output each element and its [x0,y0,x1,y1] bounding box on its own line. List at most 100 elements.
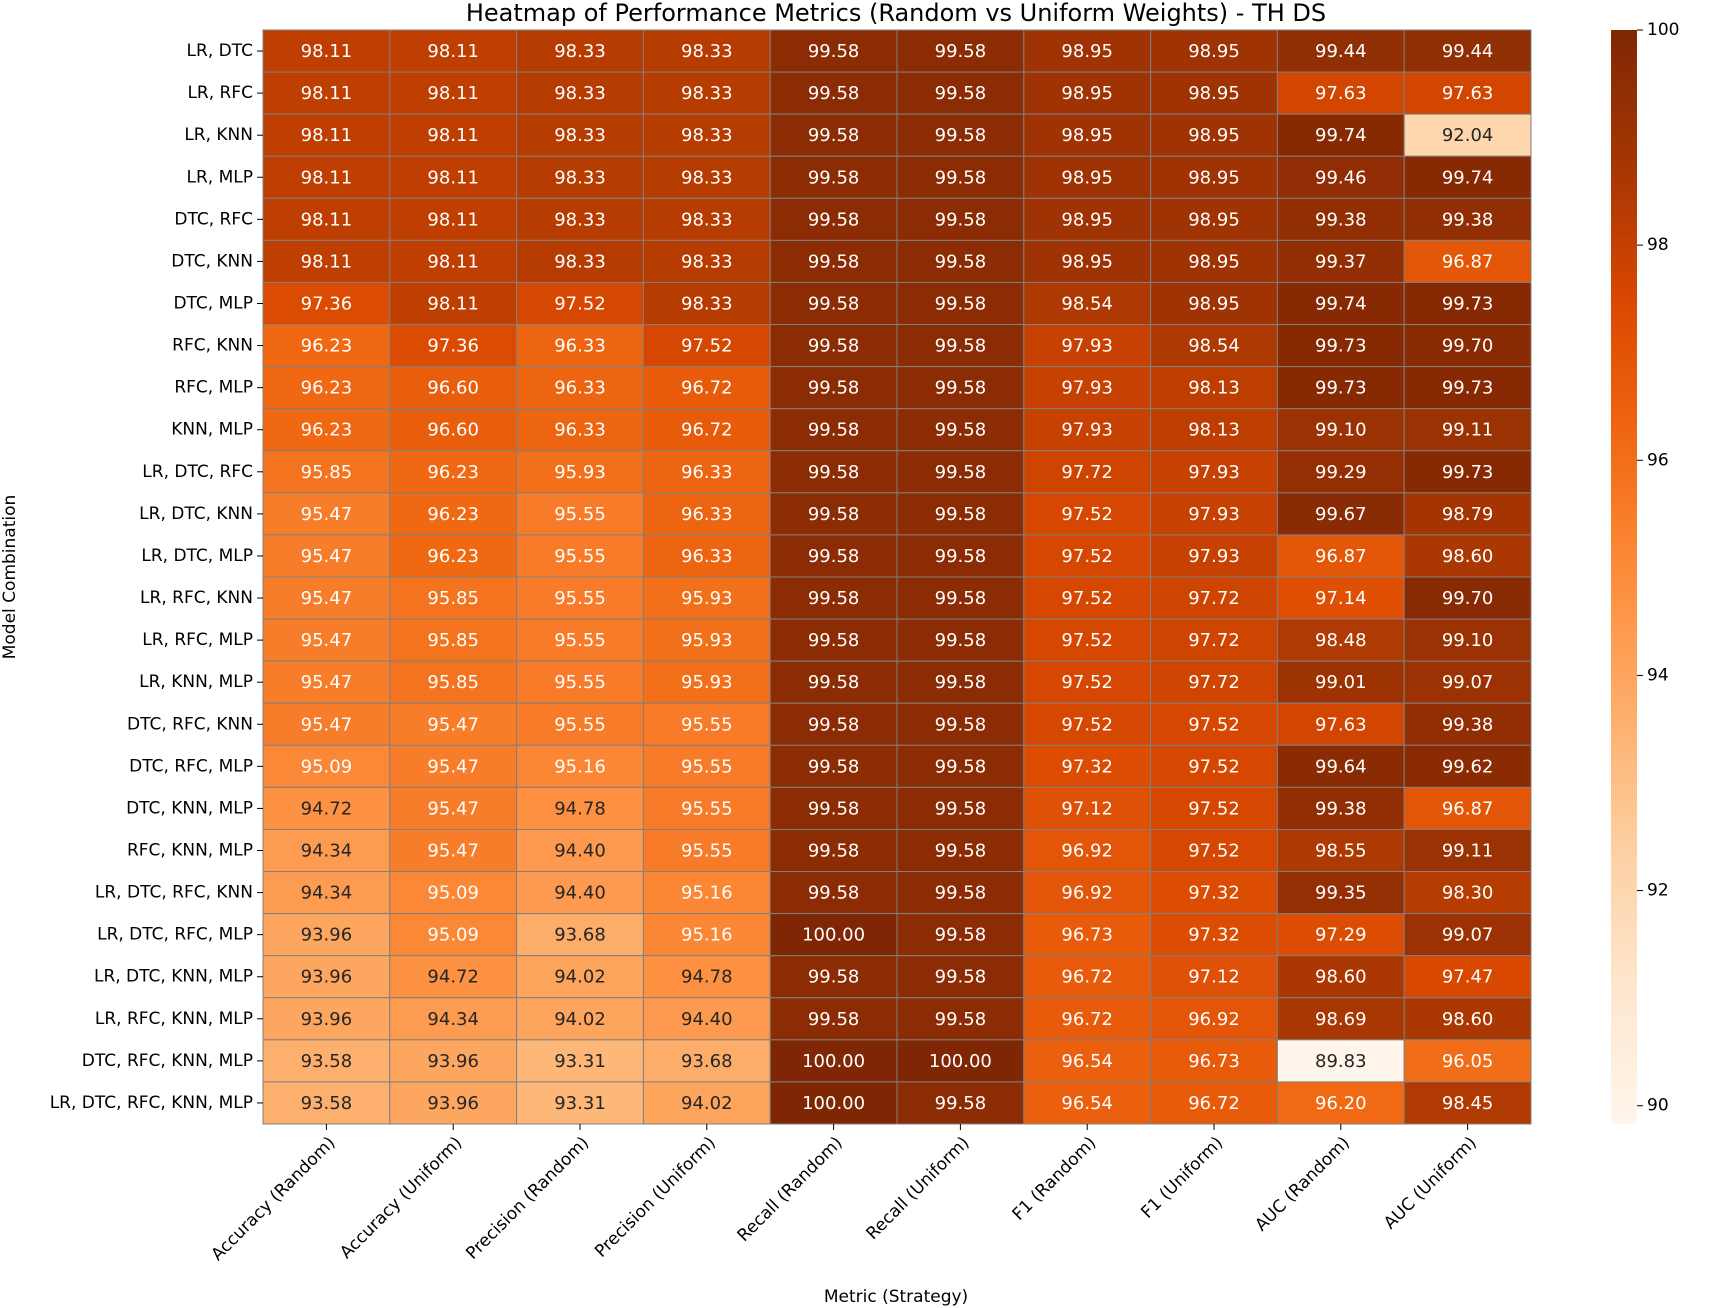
heatmap-cell [1150,408,1278,452]
heatmap-cell [1150,534,1278,578]
cell-label: 99.58 [808,756,860,777]
heatmap-cell [1150,71,1278,115]
heatmap-cell [1276,324,1405,368]
cell-label: 99.58 [808,588,860,609]
heatmap-cell [389,997,518,1041]
cell-label: 99.37 [1315,251,1367,272]
colorbar [1611,30,1637,1124]
cell-label: 93.58 [301,1051,353,1072]
heatmap-cell [262,786,391,830]
heatmap-cell [1023,281,1152,326]
heatmap-cell [1276,871,1405,915]
heatmap-cell [1276,786,1405,830]
cell-label: 92.04 [1442,125,1494,146]
cell-label: 99.58 [808,41,860,62]
cell-label: 97.63 [1315,714,1367,735]
cell-label: 99.38 [1315,209,1367,230]
cell-label: 95.47 [427,756,479,777]
heatmap-cell [642,29,771,73]
heatmap-cell [389,29,518,73]
heatmap-cell [389,113,518,157]
cell-label: 95.47 [427,841,479,862]
cell-label: 99.38 [1315,798,1367,819]
cell-label: 96.60 [427,420,479,441]
cell-label: 100.00 [802,1093,865,1114]
heatmap-cell [1276,1081,1405,1125]
cell-label: 93.96 [301,1009,353,1030]
cell-label: 95.93 [681,588,733,609]
cell-label: 99.58 [808,630,860,651]
y-tick-label: DTC, RFC [174,209,253,229]
cell-label: 99.73 [1315,336,1367,357]
cell-label: 99.62 [1442,756,1494,777]
heatmap-cell [1276,576,1405,620]
y-tick-label: LR, DTC, RFC [142,462,253,482]
cell-label: 97.93 [1061,336,1113,357]
cell-label: 95.85 [427,672,479,693]
cell-label: 99.58 [808,167,860,188]
x-tick-label: F1 (Uniform) [1137,1133,1227,1223]
cell-label: 97.52 [1061,546,1113,567]
heatmap-cell [1403,492,1532,536]
heatmap-cell [1403,997,1532,1041]
cell-label: 99.58 [935,798,987,819]
cell-label: 98.33 [681,251,733,272]
heatmap-cell [516,955,644,999]
heatmap-cell [516,29,644,73]
cell-label: 93.31 [554,1051,606,1072]
cell-label: 99.58 [808,841,860,862]
heatmap-cell [896,71,1025,115]
heatmap-cell [896,534,1025,578]
y-tick-label: LR, DTC, KNN, MLP [94,967,253,987]
y-tick-label: LR, DTC, RFC, KNN, MLP [50,1093,253,1113]
heatmap-cell [1023,1039,1152,1083]
cell-label: 99.58 [808,209,860,230]
y-tick-label: RFC, KNN [172,336,253,356]
cell-label: 99.58 [808,251,860,272]
cell-label: 95.16 [681,883,733,904]
cell-label: 96.72 [681,420,733,441]
colorbar-tick-label: 90 [1647,1096,1669,1116]
cell-label: 97.52 [1061,672,1113,693]
heatmap-cell [1403,155,1532,199]
cell-label: 97.52 [1061,630,1113,651]
heatmap-cell [389,744,518,788]
heatmap-cell [516,702,644,746]
heatmap-cell [896,1039,1025,1083]
heatmap-cell [896,281,1025,326]
cell-label: 99.58 [935,462,987,483]
y-tick-label: LR, RFC, KNN [140,588,253,608]
heatmap-cell [1023,450,1152,494]
cell-label: 96.92 [1188,1009,1240,1030]
cell-label: 96.54 [1061,1051,1113,1072]
cell-label: 99.58 [935,420,987,441]
cell-label: 99.58 [808,672,860,693]
heatmap-cell [896,997,1025,1041]
cell-label: 94.72 [301,798,353,819]
cell-label: 95.93 [681,672,733,693]
cell-label: 99.74 [1442,167,1494,188]
heatmap-cell [1150,366,1278,410]
heatmap-cell [1276,492,1405,536]
cell-label: 99.46 [1315,167,1367,188]
heatmap-cell [389,576,518,620]
cell-label: 93.96 [427,1051,479,1072]
cell-label: 99.58 [935,1009,987,1030]
cell-label: 93.96 [301,925,353,946]
cell-label: 97.63 [1442,83,1494,104]
heatmap-cell [1276,366,1405,410]
heatmap-cell [1150,155,1278,199]
cell-label: 98.33 [554,41,606,62]
cell-label: 99.07 [1442,672,1494,693]
heatmap-cell [642,239,771,283]
heatmap-cell [1403,281,1532,326]
heatmap-cell [1023,913,1152,957]
heatmap-cell [1023,618,1152,662]
heatmap-cell [642,913,771,957]
cell-label: 96.72 [1061,1009,1113,1030]
cell-label: 98.60 [1442,546,1494,567]
cell-label: 99.58 [935,756,987,777]
cell-label: 98.95 [1061,251,1113,272]
cell-label: 99.73 [1442,294,1494,315]
cell-label: 95.55 [681,756,733,777]
